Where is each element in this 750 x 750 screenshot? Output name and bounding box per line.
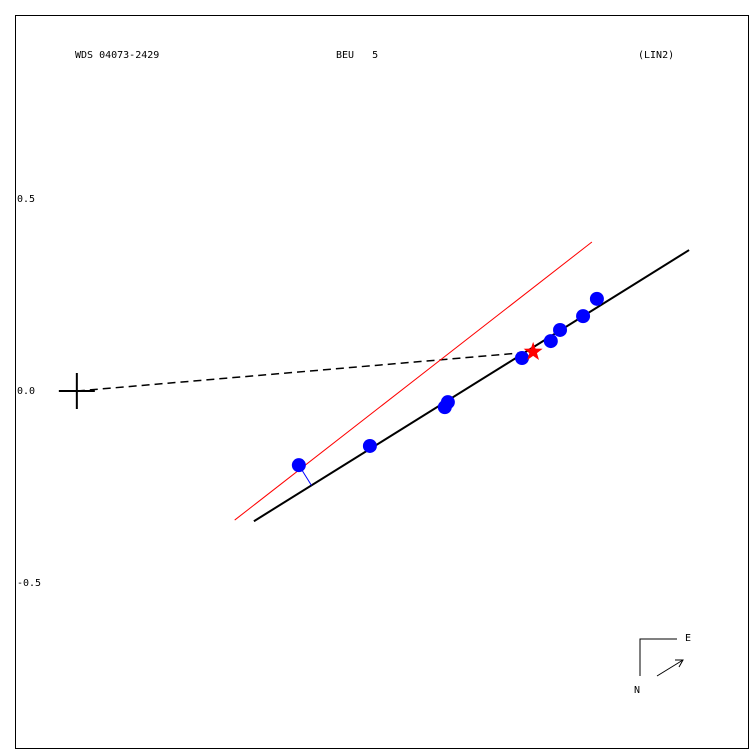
point (515, 350, 530, 365)
point (440, 395, 455, 410)
compass-n: N (634, 685, 640, 696)
primary-star (523, 341, 543, 360)
frame (15, 15, 749, 749)
point (362, 438, 377, 453)
compass-arrow (656, 659, 684, 677)
header-right: (LIN2) (638, 50, 674, 61)
compass-arrowhead (675, 659, 684, 668)
red-line (234, 241, 593, 521)
point (553, 322, 568, 337)
point (589, 291, 604, 306)
fit-line (253, 249, 690, 523)
y-tick-label: 0.5 (17, 194, 35, 205)
point (291, 458, 306, 473)
header-center: BEU 5 (336, 50, 378, 61)
primary-link (76, 351, 534, 392)
header-left: WDS 04073-2429 (75, 50, 159, 61)
compass-e: E (685, 633, 691, 644)
compass: E N (634, 633, 691, 696)
origin-cross (58, 373, 95, 410)
point (543, 334, 558, 349)
y-tick-label: -0.5 (17, 578, 41, 589)
y-tick-label: 0.0 (17, 386, 35, 397)
point (576, 309, 591, 324)
compass-axes (639, 638, 677, 676)
